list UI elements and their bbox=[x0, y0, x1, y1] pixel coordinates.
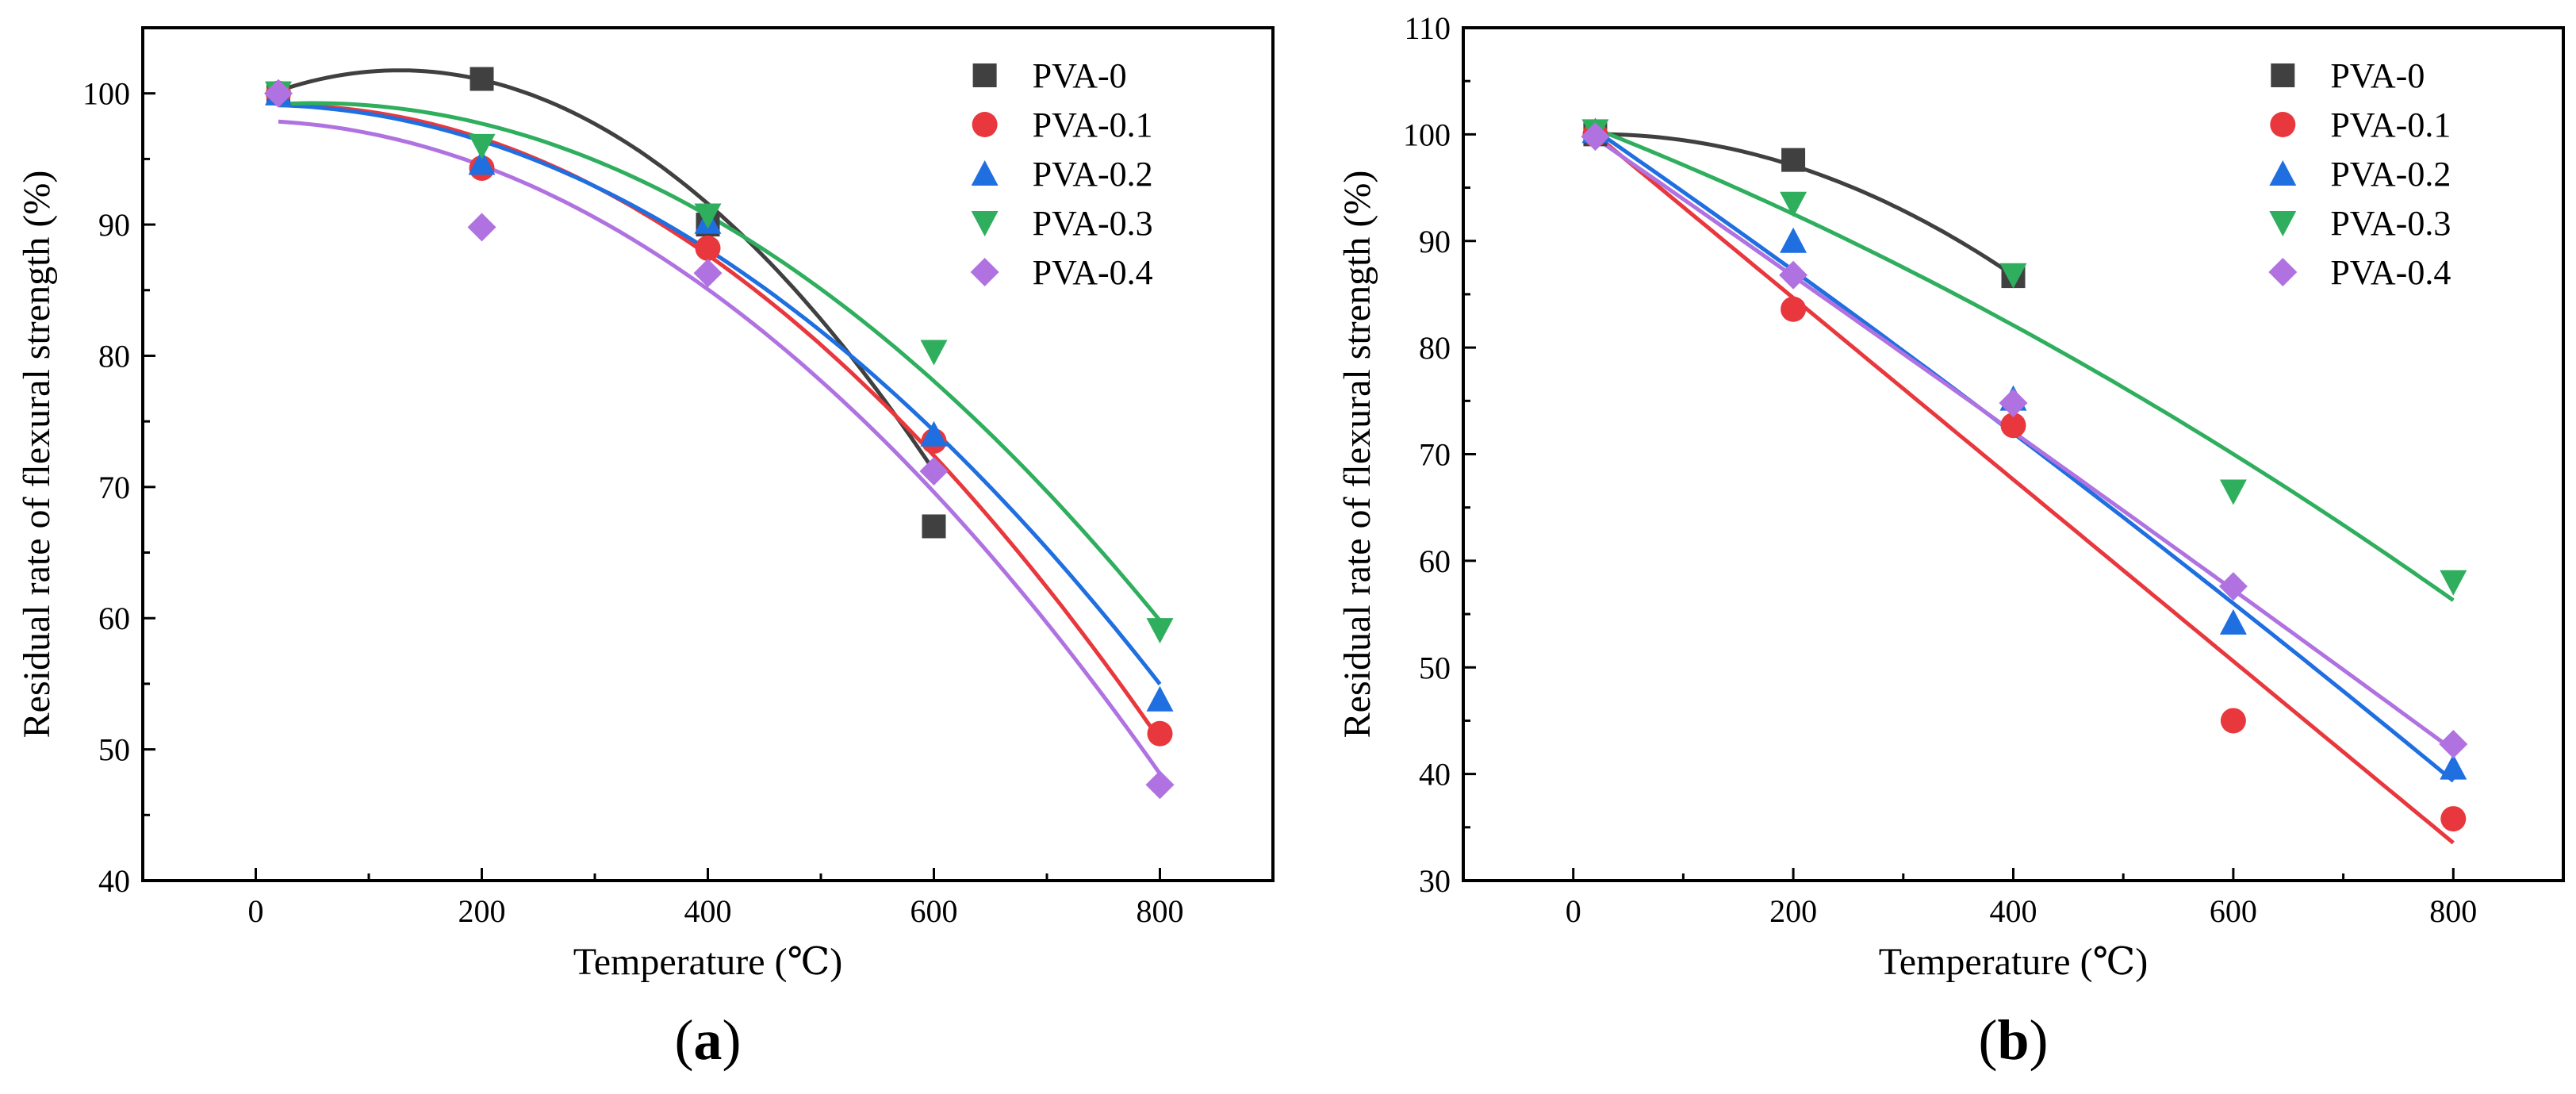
y-tick-label: 100 bbox=[1403, 117, 1451, 152]
data-point-PVA-0.4 bbox=[919, 457, 949, 486]
legend-marker-PVA-0.4 bbox=[970, 258, 999, 286]
legend-label: PVA-0.2 bbox=[2330, 155, 2451, 194]
fit-line-PVA-0.1 bbox=[1593, 132, 2455, 845]
data-point-PVA-0.4 bbox=[1779, 260, 1808, 290]
y-tick-label: 50 bbox=[1419, 650, 1451, 685]
x-tick-label: 200 bbox=[458, 893, 506, 929]
fit-line-PVA-0.2 bbox=[278, 103, 1162, 685]
y-tick-label: 80 bbox=[1419, 330, 1451, 366]
data-point-PVA-0 bbox=[922, 514, 946, 539]
y-tick-label: 40 bbox=[1419, 757, 1451, 793]
data-point-PVA-0.3 bbox=[694, 203, 722, 229]
x-tick-label: 600 bbox=[910, 893, 958, 929]
legend-label: PVA-0 bbox=[1033, 56, 1127, 95]
y-tick-label: 70 bbox=[98, 470, 130, 505]
data-point-PVA-0.1 bbox=[2440, 806, 2467, 832]
y-tick-label: 100 bbox=[82, 76, 130, 112]
legend-label: PVA-0.3 bbox=[2330, 204, 2451, 243]
y-tick-label: 90 bbox=[98, 207, 130, 243]
data-point-PVA-0.2 bbox=[468, 149, 496, 175]
x-tick-label: 200 bbox=[1769, 893, 1817, 929]
data-point-PVA-0.4 bbox=[693, 259, 723, 288]
data-point-PVA-0.3 bbox=[2440, 570, 2467, 596]
legend-label: PVA-0.2 bbox=[1033, 155, 1153, 194]
legend-label: PVA-0.4 bbox=[2330, 253, 2451, 292]
x-tick-label: 0 bbox=[248, 893, 264, 929]
data-point-PVA-0 bbox=[470, 67, 494, 91]
y-tick-label: 40 bbox=[98, 863, 130, 899]
legend-marker-PVA-0.2 bbox=[971, 160, 999, 186]
legend-marker-PVA-0.3 bbox=[971, 211, 999, 236]
data-point-PVA-0.4 bbox=[1581, 122, 1610, 152]
legend-marker-PVA-0.4 bbox=[2268, 258, 2298, 286]
fit-line-PVA-0.4 bbox=[1593, 136, 2455, 752]
data-point-PVA-0 bbox=[1781, 148, 1806, 172]
y-tick-label: 90 bbox=[1419, 224, 1451, 259]
x-tick-label: 800 bbox=[2429, 893, 2477, 929]
data-point-PVA-0.2 bbox=[2219, 608, 2247, 635]
chart-panel-b: 0 200 400 600 800 30 40 50 60 70 80 90 100 110 Tempera… bbox=[1336, 10, 2565, 1072]
x-tick-label: 400 bbox=[684, 893, 732, 929]
data-point-PVA-0.1 bbox=[2000, 413, 2026, 439]
legend-label: PVA-0 bbox=[2330, 56, 2425, 95]
x-axis-title: Temperature (℃) bbox=[573, 941, 843, 983]
data-point-PVA-0.3 bbox=[468, 133, 496, 159]
y-tick-label: 50 bbox=[98, 732, 130, 768]
legend-label: PVA-0.1 bbox=[2330, 106, 2451, 144]
data-point-PVA-0.4 bbox=[264, 79, 293, 108]
panel-label: (b) bbox=[1978, 1008, 2048, 1072]
data-point-PVA-0.1 bbox=[1147, 720, 1173, 747]
data-point-PVA-0.4 bbox=[1999, 389, 2028, 417]
data-point-PVA-0.3 bbox=[1999, 263, 2027, 289]
legend-marker-PVA-0.2 bbox=[2269, 160, 2297, 186]
legend-marker-PVA-0 bbox=[2271, 63, 2295, 87]
legend-label: PVA-0.1 bbox=[1033, 106, 1153, 144]
data-point-PVA-0.2 bbox=[920, 420, 948, 447]
panel-label: (a) bbox=[675, 1008, 742, 1072]
x-tick-label: 400 bbox=[1990, 893, 2037, 929]
legend-marker-PVA-0.1 bbox=[2270, 112, 2296, 137]
x-tick-label: 600 bbox=[2210, 893, 2257, 929]
legend-label: PVA-0.3 bbox=[1033, 204, 1153, 243]
data-point-PVA-0.2 bbox=[1146, 685, 1174, 712]
y-tick-label: 110 bbox=[1404, 10, 1451, 46]
legend-marker-PVA-0.1 bbox=[972, 112, 998, 137]
data-point-PVA-0.1 bbox=[695, 235, 721, 261]
legend-label: PVA-0.4 bbox=[1033, 253, 1153, 292]
data-point-PVA-0.4 bbox=[2439, 730, 2468, 758]
y-tick-label: 70 bbox=[1419, 437, 1451, 473]
y-axis-title: Residual rate of flexural strength (%) bbox=[1336, 171, 1378, 739]
fit-line-PVA-0 bbox=[278, 68, 936, 472]
data-point-PVA-0.4 bbox=[467, 213, 496, 242]
x-tick-label: 800 bbox=[1137, 893, 1184, 929]
x-tick-label: 0 bbox=[1566, 893, 1581, 929]
data-point-PVA-0.3 bbox=[1146, 618, 1174, 644]
y-tick-label: 30 bbox=[1419, 863, 1451, 899]
data-point-PVA-0.1 bbox=[2220, 708, 2246, 734]
data-point-PVA-0.4 bbox=[1145, 770, 1175, 800]
data-point-PVA-0.3 bbox=[2219, 479, 2247, 505]
y-tick-label: 60 bbox=[98, 601, 130, 636]
y-tick-label: 60 bbox=[1419, 543, 1451, 579]
fit-line-PVA-0.3 bbox=[278, 101, 1162, 622]
data-point-PVA-0.4 bbox=[2218, 572, 2248, 601]
data-point-PVA-0.2 bbox=[2440, 754, 2467, 780]
y-tick-label: 80 bbox=[98, 338, 130, 374]
data-point-PVA-0.2 bbox=[1780, 227, 1807, 253]
data-point-PVA-0.3 bbox=[920, 340, 948, 366]
fit-line-PVA-0.1 bbox=[278, 103, 1162, 742]
fit-line-PVA-0.4 bbox=[278, 119, 1162, 775]
data-point-PVA-0.1 bbox=[1781, 296, 1807, 322]
chart-panel-a: 0 200 400 600 800 40 50 60 70 80 90 100 Temperature … bbox=[16, 26, 1275, 1072]
y-axis-title: Residual rate of flexural strength (%) bbox=[16, 171, 58, 739]
legend-marker-PVA-0 bbox=[972, 63, 997, 87]
data-point-PVA-0.3 bbox=[1780, 191, 1807, 217]
legend-marker-PVA-0.3 bbox=[2269, 211, 2297, 236]
fit-line-PVA-0.3 bbox=[1594, 126, 2455, 602]
x-axis-title: Temperature (℃) bbox=[1879, 941, 2149, 983]
